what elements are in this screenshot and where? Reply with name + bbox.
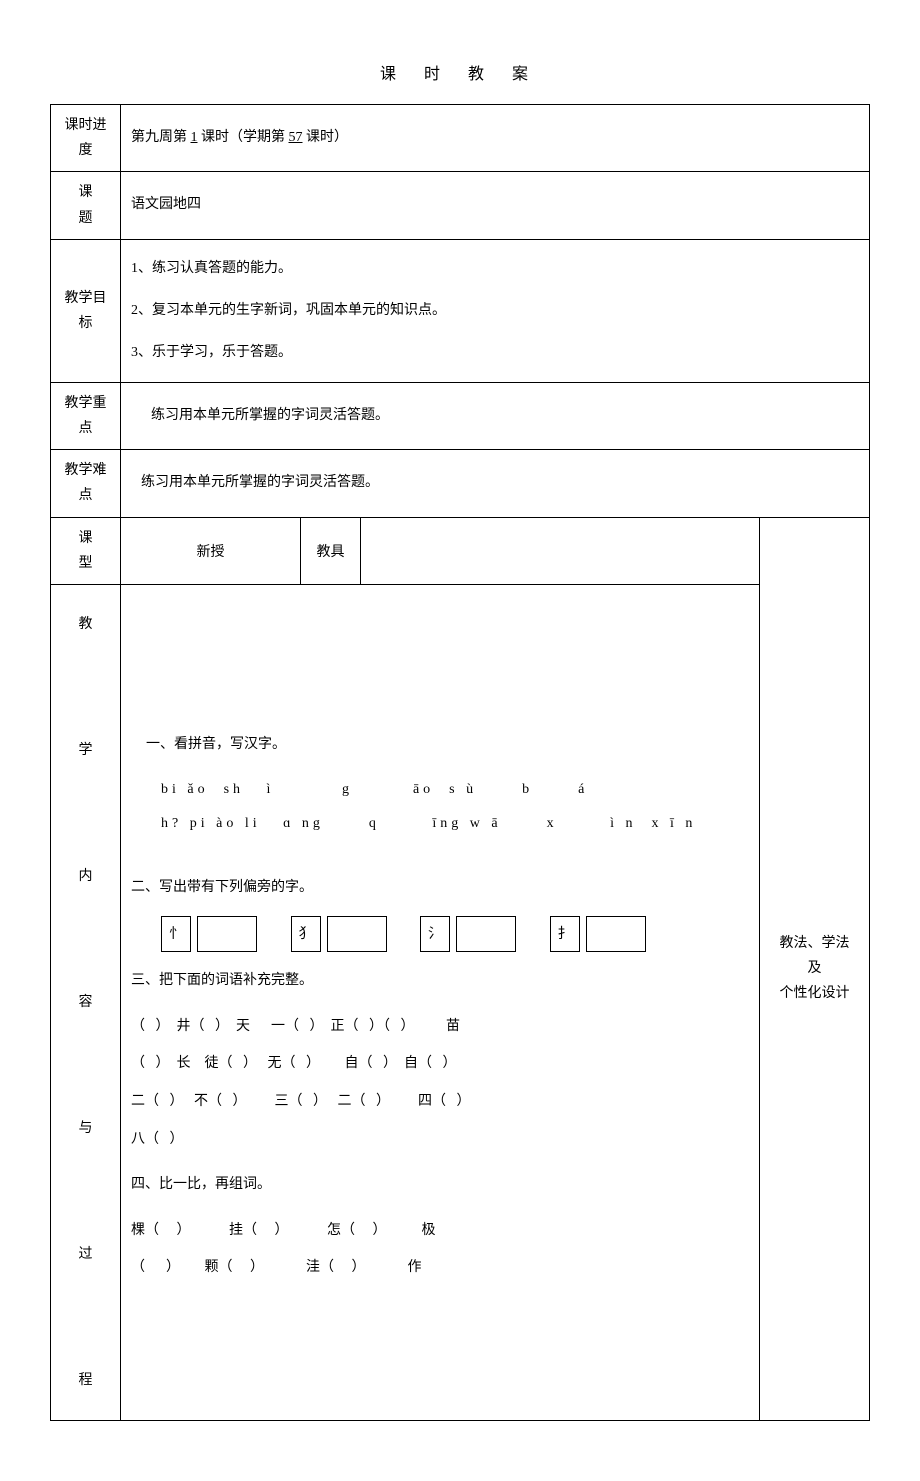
difficulty-value: 练习用本单元所掌握的字词灵活答题。 <box>121 450 870 517</box>
section1-heading: 一、看拼音，写汉字。 <box>131 728 749 762</box>
progress-value: 第九周第 1 课时（学期第 57 课时） <box>121 105 870 172</box>
topic-label: 课 题 <box>51 172 121 239</box>
radical-1: 忄 <box>161 916 191 952</box>
goals-row: 教学目 标 1、练习认真答题的能力。 2、复习本单元的生字新词，巩固本单元的知识… <box>51 239 870 382</box>
keypoint-value: 练习用本单元所掌握的字词灵活答题。 <box>121 382 870 449</box>
progress-prefix: 第九周第 <box>131 130 191 145</box>
goal-3: 3、乐于学习，乐于答题。 <box>131 332 859 374</box>
progress-row: 课时进 度 第九周第 1 课时（学期第 57 课时） <box>51 105 870 172</box>
s3-line1: （ ） 井（ ） 天 一（ ） 正（ ）（ ） 苗 <box>131 1010 749 1044</box>
lesson-plan-table: 课时进 度 第九周第 1 课时（学期第 57 课时） 课 题 语文园地四 教学目… <box>50 104 870 1421</box>
goal-1: 1、练习认真答题的能力。 <box>131 248 859 290</box>
lesson-number: 1 <box>191 130 198 145</box>
term-number: 57 <box>289 130 303 145</box>
type-row: 课 型 新授 教具 教法、学法 及 个性化设计 <box>51 517 870 584</box>
blank-2 <box>327 916 387 952</box>
radical-4: 扌 <box>550 916 580 952</box>
blank-4 <box>586 916 646 952</box>
lesson-content: 一、看拼音，写汉字。 bi ǎo sh ì g āo s ù b á h? pi… <box>121 584 760 1420</box>
topic-row: 课 题 语文园地四 <box>51 172 870 239</box>
radical-row: 忄 犭 氵 扌 <box>131 916 749 952</box>
progress-label: 课时进 度 <box>51 105 121 172</box>
s3-line2: （ ） 长 徒（ ） 无（ ） 自（ ） 自（ ） <box>131 1047 749 1081</box>
pinyin-line-1: bi ǎo sh ì g āo s ù b á <box>131 773 749 807</box>
s3-line3: 二（ ） 不（ ） 三（ ） 二（ ） 四（ ） <box>131 1085 749 1119</box>
goals-label: 教学目 标 <box>51 239 121 382</box>
goal-2: 2、复习本单元的生字新词，巩固本单元的知识点。 <box>131 290 859 332</box>
difficulty-label: 教学难 点 <box>51 450 121 517</box>
s4-line1: 棵（ ） 挂（ ） 怎（ ） 极 <box>131 1214 749 1248</box>
type-value: 新授 <box>121 517 301 584</box>
type-label: 课 型 <box>51 517 121 584</box>
content-side-label: 教 学 内 容 与 过 程 <box>51 584 121 1420</box>
tool-value <box>361 517 760 584</box>
radical-3: 氵 <box>420 916 450 952</box>
page-title: 课 时 教 案 <box>50 60 870 84</box>
tool-label: 教具 <box>301 517 361 584</box>
s3-line4: 八（ ） <box>131 1123 749 1157</box>
note-label: 教法、学法 及 个性化设计 <box>760 517 870 1420</box>
keypoint-row: 教学重 点 练习用本单元所掌握的字词灵活答题。 <box>51 382 870 449</box>
s4-line2: （ ） 颗（ ） 洼（ ） 作 <box>131 1251 749 1285</box>
section2-heading: 二、写出带有下列偏旁的字。 <box>131 871 749 905</box>
radical-2: 犭 <box>291 916 321 952</box>
content-row: 教 学 内 容 与 过 程 一、看拼音，写汉字。 bi ǎo sh ì g āo… <box>51 584 870 1420</box>
progress-mid: 课时（学期第 <box>198 130 289 145</box>
blank-1 <box>197 916 257 952</box>
section3-heading: 三、把下面的词语补充完整。 <box>131 964 749 998</box>
progress-suffix: 课时） <box>303 130 349 145</box>
blank-3 <box>456 916 516 952</box>
keypoint-label: 教学重 点 <box>51 382 121 449</box>
section4-heading: 四、比一比，再组词。 <box>131 1168 749 1202</box>
goals-value: 1、练习认真答题的能力。 2、复习本单元的生字新词，巩固本单元的知识点。 3、乐… <box>121 239 870 382</box>
pinyin-line-2: h? pi ào li ɑ ng q īng w ā x ì n x ī n <box>131 807 749 841</box>
topic-value: 语文园地四 <box>121 172 870 239</box>
difficulty-row: 教学难 点 练习用本单元所掌握的字词灵活答题。 <box>51 450 870 517</box>
